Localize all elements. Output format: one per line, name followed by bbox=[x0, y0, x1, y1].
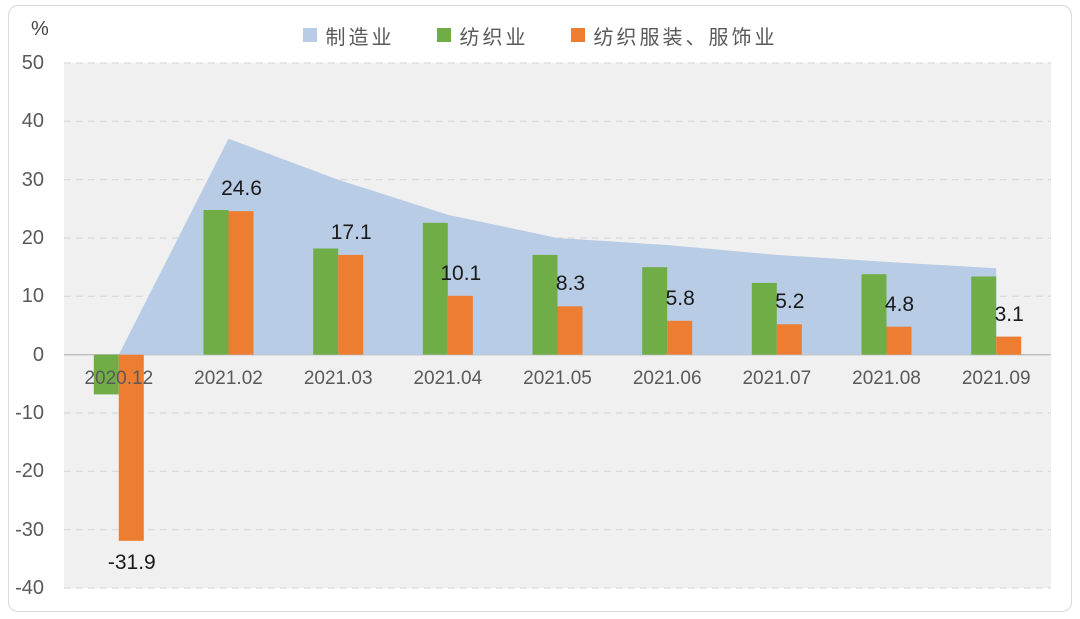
data-label-apparel-2021.08: 4.8 bbox=[884, 292, 915, 316]
apparel-bar-2021.06 bbox=[667, 320, 693, 355]
data-label-apparel-2021.06: 5.8 bbox=[665, 286, 695, 310]
x-tick-label-2020.12: 2020.12 bbox=[84, 367, 154, 389]
x-tick-label-2021.05: 2021.05 bbox=[523, 367, 592, 389]
textile-bar-2020.12 bbox=[93, 354, 119, 395]
textile-bar-2021.05 bbox=[532, 254, 558, 355]
y-axis-unit-label: % bbox=[31, 18, 49, 40]
chart-card: % 制造业 纺织业 纺织服装、服饰业 50 40 30 20 10 0 -10 -20 -30-… bbox=[8, 5, 1072, 612]
plot-area bbox=[64, 62, 1051, 589]
y-tick-label-50: 50 bbox=[21, 52, 44, 74]
x-tick-label-2021.07: 2021.07 bbox=[742, 367, 812, 389]
textile-bar-2021.03 bbox=[313, 248, 339, 355]
apparel-bar-2021.02 bbox=[228, 211, 254, 355]
data-label-apparel-2021.09: 3.1 bbox=[994, 302, 1024, 326]
y-tick-label-10: 10 bbox=[21, 285, 44, 308]
data-label-apparel-2021.03: 17.1 bbox=[330, 220, 372, 244]
y-tick-label-30: 30 bbox=[21, 168, 44, 191]
textile-bar-2021.07 bbox=[751, 282, 777, 355]
apparel-bar-2021.07 bbox=[776, 324, 802, 355]
x-tick-label-2021.04: 2021.04 bbox=[413, 367, 483, 389]
x-tick-label-2021.09: 2021.09 bbox=[961, 367, 1031, 389]
x-tick-label-2021.03: 2021.03 bbox=[303, 367, 373, 389]
y-tick-label--40: -40 bbox=[15, 577, 44, 599]
y-tick-label--20: -20 bbox=[15, 460, 44, 483]
apparel-bar-2021.04 bbox=[447, 295, 473, 355]
apparel-bar-2020.12 bbox=[118, 354, 144, 541]
data-label-apparel-2021.05: 8.3 bbox=[555, 272, 586, 296]
y-tick-label-40: 40 bbox=[21, 110, 44, 133]
data-label-apparel-2021.07: 5.2 bbox=[775, 290, 805, 314]
apparel-bar-2021.08 bbox=[886, 326, 912, 355]
textile-bar-2021.09 bbox=[971, 276, 997, 355]
x-tick-label-2021.06: 2021.06 bbox=[632, 367, 702, 389]
apparel-bar-2021.05 bbox=[557, 306, 583, 355]
data-label-apparel-2021.04: 10.1 bbox=[440, 261, 482, 285]
textile-bar-2021.06 bbox=[642, 267, 668, 355]
apparel-bar-2021.03 bbox=[338, 254, 364, 355]
y-tick-label-0: 0 bbox=[32, 343, 44, 366]
y-tick-label--30: -30 bbox=[15, 518, 44, 541]
apparel-bar-2021.09 bbox=[996, 336, 1022, 355]
x-tick-label-2021.08: 2021.08 bbox=[852, 367, 921, 389]
data-label-apparel-2020.12: -31.9 bbox=[107, 550, 156, 574]
x-tick-label-2021.02: 2021.02 bbox=[194, 367, 263, 389]
textile-bar-2021.08 bbox=[861, 274, 887, 355]
y-tick-label-20: 20 bbox=[21, 227, 44, 249]
textile-bar-2021.04 bbox=[422, 222, 448, 355]
data-label-apparel-2021.02: 24.6 bbox=[221, 177, 262, 201]
textile-bar-2021.02 bbox=[203, 210, 229, 355]
y-tick-label--10: -10 bbox=[15, 402, 44, 424]
